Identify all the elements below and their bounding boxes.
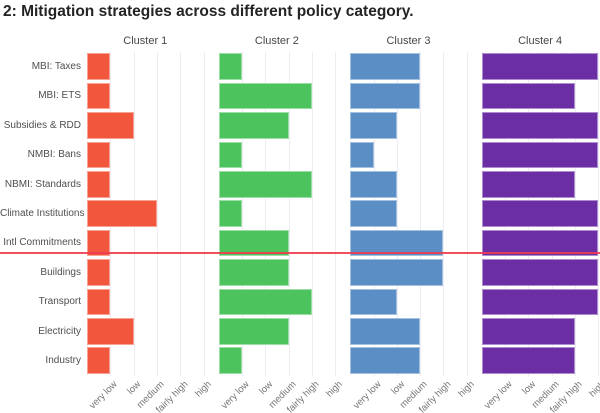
- x-tick-label-high: high: [192, 378, 214, 399]
- bar-cluster-4-nbmi-standards: [481, 171, 576, 198]
- bar-cluster-4-subsidies-rdd: [481, 112, 599, 139]
- gridline: [288, 52, 290, 376]
- x-tick-label-high: high: [456, 378, 477, 399]
- bar-cluster-3-buildings: [350, 259, 444, 286]
- bar-cluster-2-nbmi-standards: [218, 171, 312, 198]
- x-tick-label-low: low: [257, 378, 276, 397]
- x-tick-label-very-low: very low: [350, 378, 384, 411]
- gridline: [420, 52, 422, 376]
- bar-cluster-1-nmbi-bans: [87, 141, 111, 169]
- bar-cluster-1-intl-commitments: [87, 229, 111, 257]
- reference-line: [0, 251, 600, 254]
- bar-cluster-1-buildings: [87, 259, 111, 286]
- bar-cluster-3-industry: [350, 347, 421, 375]
- bar-cluster-1-climate-institutions: [87, 200, 157, 228]
- bar-cluster-1-transport: [87, 288, 111, 316]
- bar-cluster-2-industry: [218, 347, 242, 375]
- chart-title: 2: Mitigation strategies across differen…: [3, 3, 414, 20]
- panel-header-cluster-2: Cluster 2: [254, 35, 299, 47]
- bar-cluster-1-electricity: [87, 318, 134, 345]
- bar-cluster-2-mbi-taxes: [218, 53, 242, 80]
- gridline: [265, 52, 267, 376]
- category-label-transport: Transport: [38, 296, 81, 308]
- bar-cluster-2-transport: [218, 288, 312, 316]
- x-tick-label-high: high: [324, 378, 345, 399]
- x-tick-label-low: low: [125, 378, 144, 397]
- x-tick-label-very-low: very low: [87, 378, 121, 411]
- gridline: [180, 52, 182, 376]
- x-tick-label-very-low: very low: [219, 378, 252, 411]
- x-tick-label-high: high: [587, 378, 600, 399]
- gridline: [466, 52, 468, 376]
- category-label-electricity: Electricity: [38, 325, 81, 337]
- bar-cluster-4-transport: [481, 288, 599, 316]
- category-label-intl-commitments: Intl Commitments: [3, 237, 81, 249]
- bar-cluster-2-mbi-ets: [218, 82, 312, 110]
- x-tick-label-low: low: [520, 378, 539, 397]
- panel-header-cluster-1: Cluster 1: [123, 35, 168, 47]
- category-label-mbi-taxes: MBI: Taxes: [31, 61, 81, 72]
- category-label-climate-institutions: Climate Institutions: [0, 208, 85, 220]
- bar-cluster-2-subsidies-rdd: [218, 112, 289, 139]
- bar-cluster-1-mbi-taxes: [87, 53, 111, 80]
- x-tick-label-very-low: very low: [482, 378, 515, 411]
- category-label-mbi-ets: MBI: ETS: [38, 90, 81, 102]
- gridline: [156, 52, 158, 376]
- bar-cluster-3-climate-institutions: [350, 200, 397, 228]
- bar-cluster-3-subsidies-rdd: [350, 112, 397, 139]
- x-tick-label-low: low: [388, 378, 407, 397]
- panel-header-cluster-3: Cluster 3: [386, 35, 431, 47]
- bar-cluster-4-industry: [481, 347, 576, 375]
- gridline: [335, 52, 337, 376]
- bar-cluster-4-nmbi-bans: [481, 141, 599, 169]
- bar-cluster-1-subsidies-rdd: [87, 112, 134, 139]
- bar-cluster-3-nmbi-bans: [350, 141, 374, 169]
- bar-cluster-2-climate-institutions: [218, 200, 242, 228]
- gridline: [203, 52, 205, 376]
- bar-cluster-4-mbi-ets: [481, 82, 576, 110]
- bar-cluster-4-electricity: [481, 318, 576, 345]
- bar-cluster-3-nbmi-standards: [350, 171, 397, 198]
- bar-cluster-2-nmbi-bans: [218, 141, 242, 169]
- gridline: [311, 52, 313, 376]
- panel-header-cluster-4: Cluster 4: [518, 35, 563, 47]
- category-label-industry: Industry: [45, 355, 81, 367]
- gridline: [598, 52, 600, 376]
- bar-cluster-4-buildings: [481, 259, 599, 286]
- category-label-subsidies-rdd: Subsidies & RDD: [3, 119, 81, 131]
- bar-cluster-1-mbi-ets: [87, 82, 111, 110]
- bar-cluster-2-electricity: [218, 318, 289, 345]
- bar-cluster-2-buildings: [218, 259, 289, 286]
- category-label-nbmi-standards: NBMI: Standards: [4, 178, 81, 190]
- bar-cluster-1-industry: [87, 347, 111, 375]
- bar-cluster-3-mbi-ets: [350, 82, 421, 110]
- bar-cluster-3-mbi-taxes: [350, 53, 421, 80]
- bar-cluster-4-climate-institutions: [481, 200, 599, 228]
- bar-cluster-3-electricity: [350, 318, 421, 345]
- bar-cluster-3-transport: [350, 288, 397, 316]
- bar-cluster-4-mbi-taxes: [481, 53, 599, 80]
- category-label-buildings: Buildings: [40, 266, 81, 278]
- gridline: [443, 52, 445, 376]
- bar-cluster-1-nbmi-standards: [87, 171, 111, 198]
- gridline: [396, 52, 398, 376]
- category-label-nmbi-bans: NMBI: Bans: [27, 149, 81, 161]
- gridline: [241, 52, 243, 376]
